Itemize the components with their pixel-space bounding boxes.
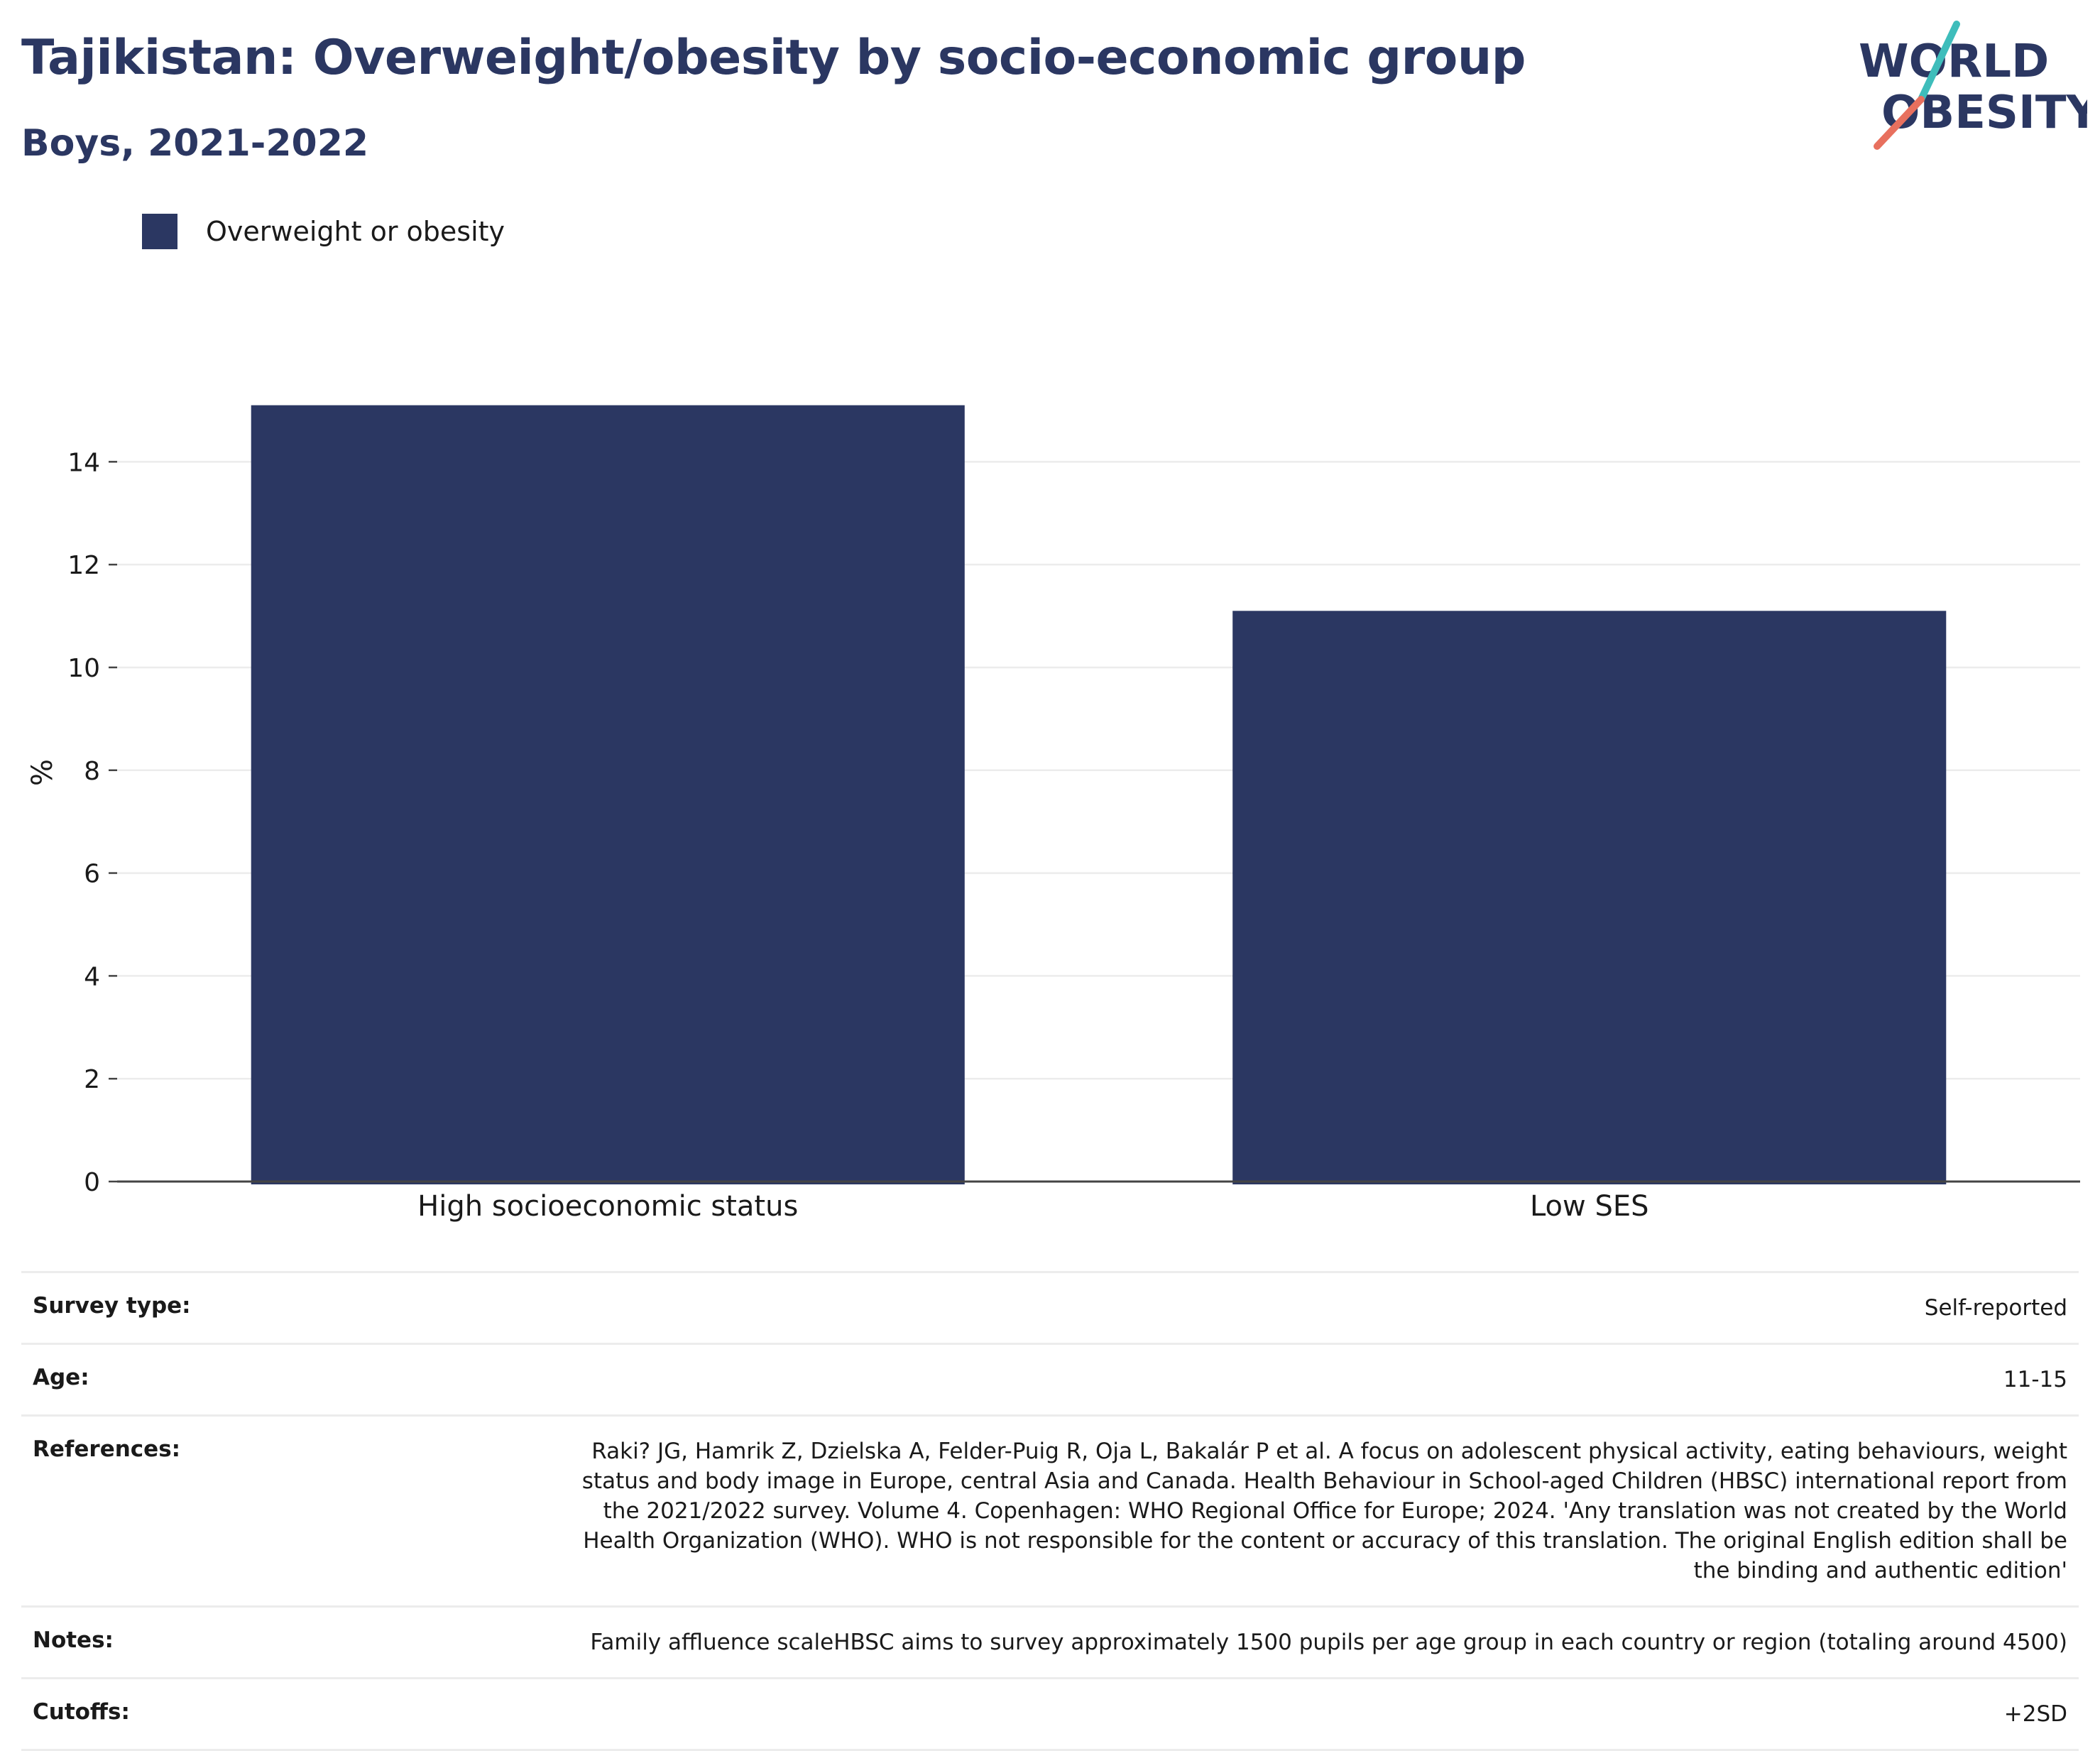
- y-tick-label: 12: [67, 551, 100, 580]
- chart-title: Tajikistan: Overweight/obesity by socio-…: [21, 30, 1526, 86]
- meta-key: Notes:: [21, 1605, 530, 1679]
- y-tick-label: 8: [84, 757, 100, 786]
- meta-row-age: Age: 11-15: [21, 1343, 2079, 1416]
- legend-swatch[interactable]: [142, 214, 177, 249]
- logo-slash-coral: [1874, 96, 1925, 150]
- y-tick-label: 4: [84, 962, 100, 991]
- meta-value: +2SD: [530, 1677, 2079, 1751]
- y-tick-label: 6: [84, 860, 100, 889]
- y-tick-label: 10: [67, 654, 100, 683]
- meta-row-references: References: Raki? JG, Hamrik Z, Dzielska…: [21, 1414, 2079, 1607]
- meta-row-survey-type: Survey type: Self-reported: [21, 1271, 2079, 1344]
- y-axis-title: %: [26, 759, 59, 786]
- y-axis-ticks: 0 2 4 6 8 10 12 14: [67, 448, 117, 1197]
- logo-text-world: WORLD: [1859, 36, 2049, 88]
- meta-key: Cutoffs:: [21, 1677, 530, 1751]
- y-tick-label: 0: [84, 1168, 100, 1197]
- bar-chart: 0 2 4 6 8 10 12 14 High socioeconomic status Low…: [26, 405, 2080, 1223]
- y-tick-label: 2: [84, 1065, 100, 1094]
- x-category-label: Low SES: [1530, 1190, 1649, 1223]
- meta-key: Survey type:: [21, 1271, 530, 1344]
- meta-value: 11-15: [530, 1343, 2079, 1416]
- meta-row-cutoffs: Cutoffs: +2SD: [21, 1677, 2079, 1751]
- meta-key: Age:: [21, 1343, 530, 1416]
- chart-subtitle: Boys, 2021-2022: [21, 122, 369, 165]
- legend-label: Overweight or obesity: [206, 216, 505, 247]
- bars: [251, 405, 1947, 1184]
- meta-row-notes: Notes: Family affluence scaleHBSC aims t…: [21, 1605, 2079, 1679]
- meta-value: Family affluence scaleHBSC aims to surve…: [530, 1605, 2079, 1679]
- meta-value: Self-reported: [530, 1271, 2079, 1344]
- logo-text-obesity: OBESITY: [1881, 87, 2087, 139]
- bar-high-ses[interactable]: [251, 405, 965, 1184]
- chart-legend: Overweight or obesity: [142, 213, 505, 250]
- world-obesity-logo: WORLD OBESITY: [1859, 21, 2087, 150]
- logo-slash-teal: [1918, 21, 1960, 103]
- meta-value: Raki? JG, Hamrik Z, Dzielska A, Felder-P…: [530, 1414, 2079, 1607]
- bar-low-ses[interactable]: [1232, 611, 1947, 1184]
- y-tick-label: 14: [67, 448, 100, 477]
- metadata-table: Survey type: Self-reported Age: 11-15 Re…: [21, 1271, 2079, 1751]
- x-category-label: High socioeconomic status: [417, 1190, 798, 1223]
- x-axis-categories: High socioeconomic status Low SES: [417, 1190, 1648, 1223]
- meta-key: References:: [21, 1414, 530, 1607]
